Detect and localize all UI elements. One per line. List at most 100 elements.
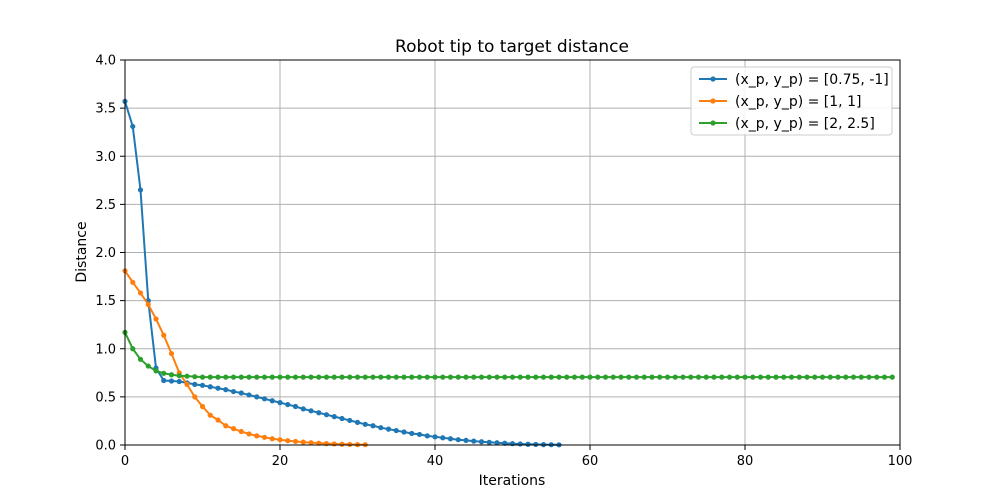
data-point bbox=[130, 346, 136, 352]
data-point bbox=[176, 378, 182, 385]
data-point bbox=[277, 400, 283, 406]
series-2 bbox=[122, 268, 368, 448]
data-point bbox=[339, 415, 345, 422]
data-point bbox=[409, 430, 415, 437]
data-point bbox=[137, 290, 144, 296]
data-point bbox=[509, 374, 516, 380]
data-point bbox=[308, 374, 314, 380]
data-point bbox=[339, 374, 345, 380]
data-point bbox=[595, 374, 601, 380]
data-point bbox=[548, 374, 554, 380]
data-point bbox=[168, 372, 175, 378]
data-point bbox=[254, 433, 260, 439]
data-point bbox=[370, 423, 376, 429]
data-point bbox=[571, 374, 578, 380]
data-point bbox=[300, 439, 306, 445]
data-point bbox=[486, 374, 492, 380]
data-point bbox=[261, 374, 268, 380]
x-tick-label: 60 bbox=[582, 454, 599, 469]
data-point bbox=[184, 381, 190, 387]
data-point bbox=[858, 374, 864, 380]
data-point bbox=[347, 374, 353, 380]
data-point bbox=[455, 374, 461, 380]
data-point bbox=[246, 374, 252, 380]
data-point bbox=[246, 431, 252, 437]
data-point bbox=[525, 374, 531, 380]
data-point bbox=[672, 374, 678, 380]
data-point bbox=[827, 374, 833, 380]
legend-swatch-marker bbox=[710, 120, 716, 126]
data-point bbox=[796, 374, 802, 380]
legend: (x_p, y_p) = [0.75, -1] (x_p, y_p) = [1, … bbox=[690, 66, 893, 136]
chart-title: Robot tip to target distance bbox=[395, 37, 629, 57]
y-tick-label: 1.5 bbox=[95, 294, 116, 309]
data-point bbox=[471, 438, 477, 444]
data-point bbox=[223, 374, 229, 380]
data-point bbox=[277, 437, 283, 443]
y-axis-title: Distance bbox=[74, 221, 90, 282]
data-point bbox=[486, 439, 492, 445]
x-tick-label: 0 bbox=[121, 454, 129, 469]
data-point bbox=[618, 374, 624, 380]
data-point bbox=[308, 408, 314, 414]
data-point bbox=[285, 438, 291, 444]
y-tick-label: 3.0 bbox=[95, 150, 116, 165]
data-point bbox=[409, 374, 415, 380]
data-point bbox=[331, 414, 337, 420]
data-point bbox=[440, 374, 446, 380]
data-point bbox=[269, 436, 275, 442]
y-tick-label: 4.0 bbox=[95, 54, 116, 69]
data-point bbox=[145, 363, 151, 369]
data-point bbox=[502, 374, 508, 380]
data-point bbox=[192, 374, 198, 380]
data-point bbox=[765, 374, 771, 380]
data-point bbox=[323, 412, 330, 418]
data-point bbox=[254, 374, 260, 380]
data-point bbox=[316, 410, 322, 416]
data-point bbox=[664, 374, 671, 380]
data-point bbox=[401, 429, 407, 435]
data-point bbox=[432, 374, 438, 380]
data-point bbox=[835, 374, 841, 380]
data-point bbox=[339, 441, 345, 447]
data-point bbox=[238, 428, 244, 435]
data-point bbox=[478, 374, 485, 380]
data-point bbox=[455, 437, 461, 443]
data-point bbox=[447, 374, 454, 380]
data-point bbox=[657, 374, 663, 380]
data-point bbox=[168, 378, 175, 384]
data-point bbox=[819, 374, 826, 380]
data-point bbox=[331, 441, 337, 447]
axis-ticks: 0 20 40 60 80 100 0.0 0.5 1.0 1.5 2.0 2.5 3.0 3.5 4.0 bbox=[95, 54, 912, 470]
data-point bbox=[579, 374, 585, 380]
data-point bbox=[788, 374, 795, 380]
data-point bbox=[292, 403, 299, 410]
data-point bbox=[254, 394, 260, 400]
y-tick-label: 1.0 bbox=[95, 342, 116, 357]
data-point bbox=[440, 435, 446, 441]
data-point bbox=[602, 374, 609, 380]
data-point bbox=[153, 368, 159, 374]
data-point bbox=[711, 374, 717, 380]
data-point bbox=[564, 374, 570, 380]
data-point bbox=[277, 374, 283, 380]
legend-swatch-marker bbox=[710, 76, 716, 82]
data-point bbox=[300, 406, 306, 412]
data-point bbox=[447, 436, 454, 442]
data-point bbox=[238, 374, 244, 380]
data-point bbox=[362, 374, 368, 380]
data-point bbox=[230, 426, 237, 432]
data-point bbox=[688, 374, 694, 380]
data-point bbox=[750, 374, 756, 380]
legend-swatch-marker bbox=[710, 98, 716, 104]
data-point bbox=[416, 374, 423, 380]
data-point bbox=[742, 374, 748, 380]
data-point bbox=[261, 434, 268, 440]
data-point bbox=[300, 374, 306, 380]
data-point bbox=[889, 374, 895, 380]
data-point bbox=[230, 388, 237, 395]
y-tick-label: 2.0 bbox=[95, 246, 116, 261]
data-point bbox=[757, 374, 764, 380]
data-point bbox=[587, 374, 593, 380]
